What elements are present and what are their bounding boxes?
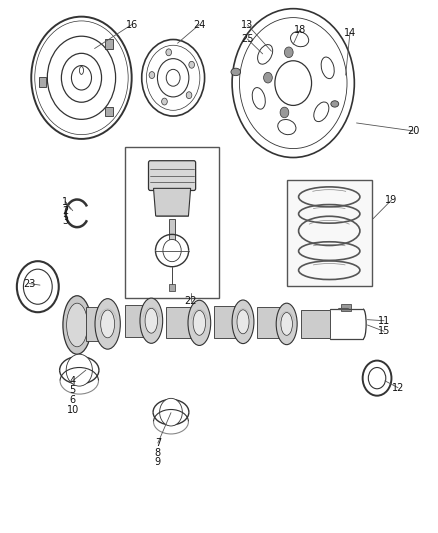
- Circle shape: [280, 107, 289, 118]
- Text: 10: 10: [67, 405, 79, 415]
- Text: 7: 7: [155, 438, 161, 448]
- Ellipse shape: [145, 308, 158, 333]
- Ellipse shape: [314, 102, 329, 122]
- Text: 12: 12: [392, 383, 404, 393]
- Ellipse shape: [281, 312, 293, 335]
- Bar: [166, 307, 199, 338]
- Circle shape: [149, 71, 155, 78]
- Circle shape: [166, 49, 172, 56]
- FancyBboxPatch shape: [148, 161, 196, 190]
- Text: 13: 13: [241, 20, 254, 30]
- Circle shape: [186, 92, 192, 99]
- Polygon shape: [153, 188, 191, 216]
- Ellipse shape: [232, 300, 254, 344]
- Ellipse shape: [252, 87, 265, 109]
- Text: 19: 19: [385, 195, 398, 205]
- Ellipse shape: [237, 310, 249, 334]
- Text: 25: 25: [241, 34, 254, 44]
- Text: 11: 11: [378, 316, 390, 326]
- Text: 1: 1: [62, 197, 68, 207]
- Text: 5: 5: [70, 385, 76, 395]
- Bar: [287, 180, 372, 286]
- Text: 20: 20: [407, 126, 420, 136]
- Circle shape: [189, 61, 194, 68]
- Ellipse shape: [321, 57, 334, 78]
- Bar: [105, 107, 113, 116]
- Bar: [170, 219, 175, 248]
- Ellipse shape: [188, 300, 211, 345]
- Text: 14: 14: [344, 28, 356, 38]
- Ellipse shape: [278, 119, 296, 135]
- Ellipse shape: [63, 296, 91, 354]
- Bar: [341, 304, 351, 311]
- Text: 2: 2: [62, 206, 68, 216]
- Circle shape: [163, 239, 181, 262]
- Bar: [169, 284, 175, 291]
- Ellipse shape: [101, 310, 115, 338]
- Text: 4: 4: [70, 376, 76, 386]
- Text: 3: 3: [62, 216, 68, 226]
- Ellipse shape: [95, 298, 120, 349]
- Bar: [258, 308, 287, 338]
- Bar: [86, 306, 108, 341]
- Text: 9: 9: [155, 457, 161, 467]
- Circle shape: [66, 354, 92, 386]
- Bar: [301, 310, 330, 338]
- Circle shape: [284, 47, 293, 58]
- Bar: [105, 39, 113, 49]
- Ellipse shape: [193, 310, 205, 335]
- Ellipse shape: [67, 303, 88, 347]
- Text: 18: 18: [293, 25, 306, 35]
- Ellipse shape: [258, 45, 273, 64]
- Circle shape: [264, 72, 272, 83]
- Ellipse shape: [79, 67, 84, 75]
- Text: 24: 24: [193, 20, 205, 30]
- Text: 16: 16: [126, 20, 138, 30]
- Bar: [214, 306, 243, 338]
- Ellipse shape: [231, 68, 240, 76]
- Circle shape: [159, 398, 182, 426]
- Ellipse shape: [140, 298, 162, 343]
- Text: 15: 15: [378, 326, 390, 336]
- Text: 23: 23: [23, 279, 35, 288]
- Ellipse shape: [290, 31, 309, 47]
- Text: 8: 8: [155, 448, 161, 457]
- Ellipse shape: [331, 101, 339, 107]
- Text: 22: 22: [184, 296, 197, 306]
- Bar: [39, 77, 46, 87]
- Circle shape: [162, 98, 167, 105]
- Bar: [125, 147, 219, 298]
- Bar: [125, 305, 151, 337]
- Ellipse shape: [276, 303, 297, 345]
- Text: 6: 6: [70, 395, 76, 405]
